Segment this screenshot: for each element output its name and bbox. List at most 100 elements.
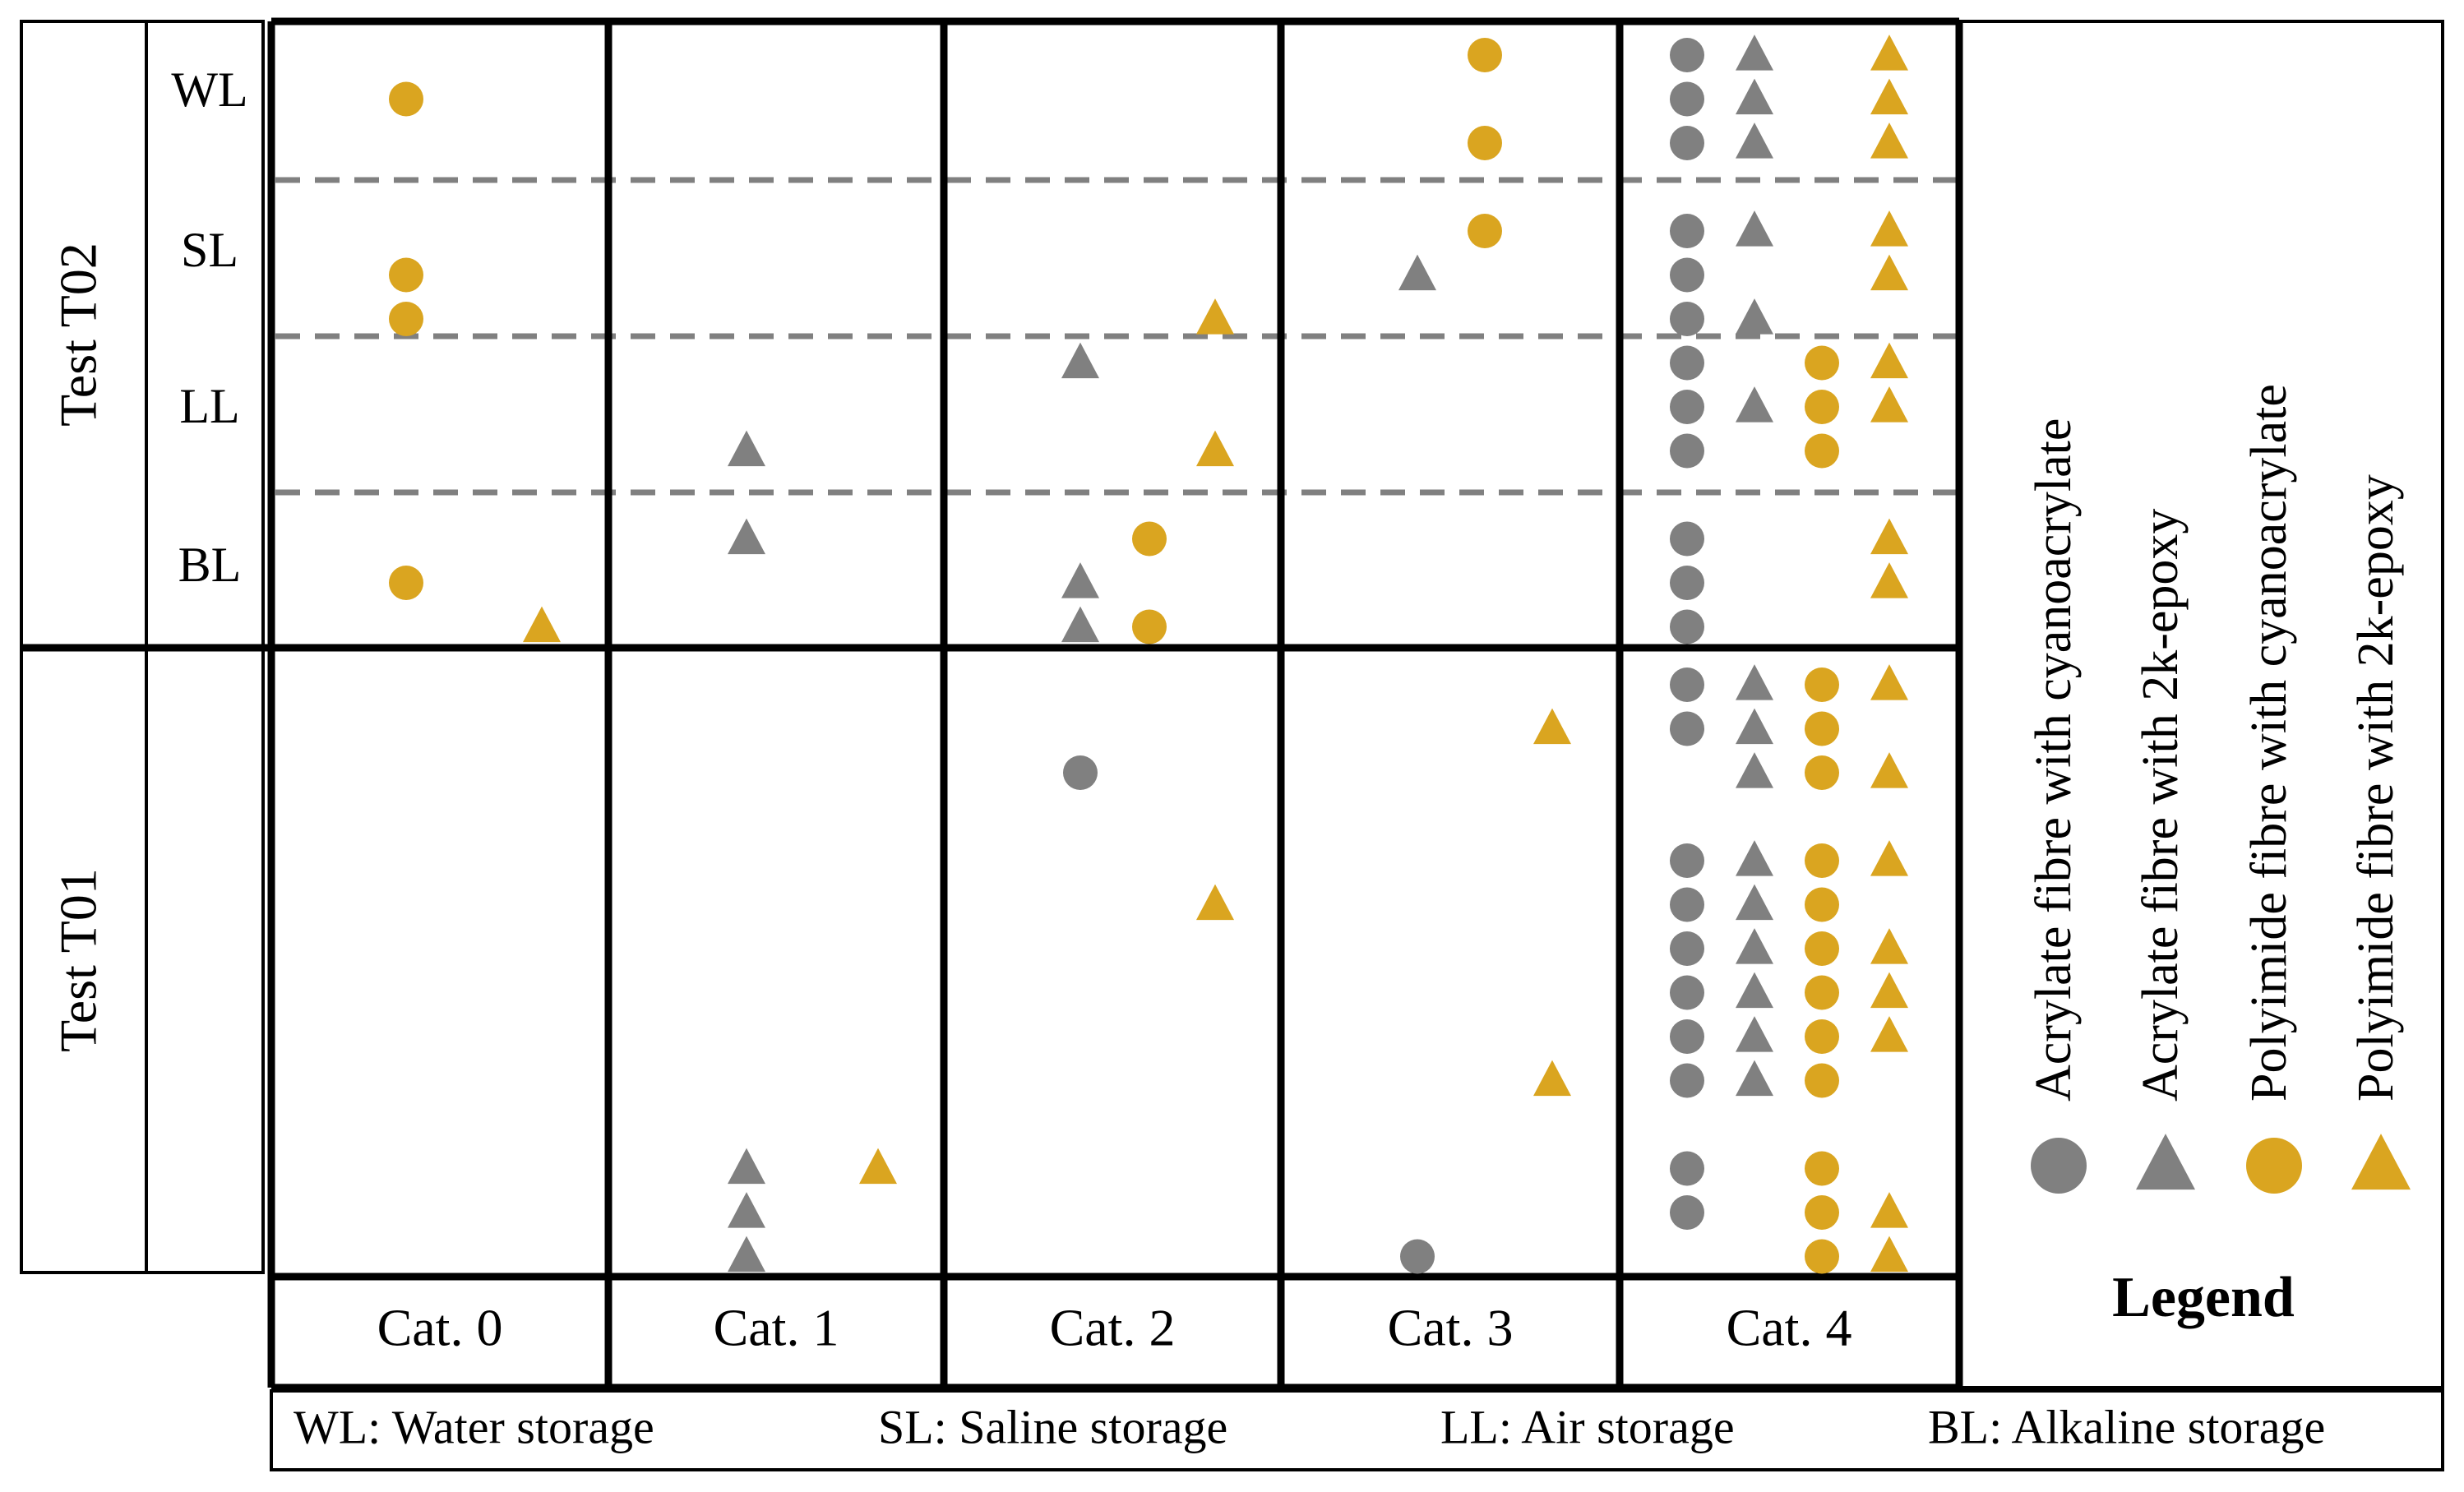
- marker-t02-cat3-acr_ep-17: [1398, 254, 1436, 291]
- marker-t01-cat4-acr_cy-57: [1670, 667, 1704, 702]
- marker-t02-cat4-poly_ep-43: [1870, 254, 1908, 291]
- marker-t01-cat4-poly_ep-89: [1870, 752, 1908, 788]
- footnote-wl: WL: Water storage: [294, 1400, 654, 1453]
- marker-t01-cat4-acr_ep-71: [1736, 884, 1773, 921]
- marker-t01-cat3-acr_cy-56: [1400, 1239, 1435, 1274]
- marker-t01-cat4-poly_ep-88: [1870, 664, 1908, 700]
- marker-t01-cat4-poly_cy-77: [1805, 711, 1839, 746]
- marker-t01-cat1-acr_ep-50: [728, 1236, 765, 1273]
- marker-t01-cat4-acr_ep-74: [1736, 1016, 1773, 1052]
- legend-label-poly_cy: Polyimide fibre with cyanoacrylate: [2241, 384, 2297, 1102]
- marker-t01-cat4-poly_cy-76: [1805, 667, 1839, 702]
- marker-t02-cat4-acr_ep-33: [1736, 210, 1773, 247]
- category-label-0: Cat. 0: [377, 1299, 503, 1357]
- legend-label-poly_ep: Polyimide fibre with 2k-epoxy: [2348, 474, 2404, 1102]
- marker-t01-cat4-poly_cy-81: [1805, 931, 1839, 966]
- marker-t01-cat4-poly_ep-90: [1870, 840, 1908, 876]
- marker-t01-cat1-acr_ep-49: [728, 1192, 765, 1228]
- marker-t02-cat0-poly_cy-1: [389, 257, 423, 293]
- marker-t02-cat4-acr_cy-18: [1670, 38, 1704, 72]
- legend-symbol-poly_cy: [2246, 1138, 2302, 1194]
- marker-t02-cat4-poly_ep-46: [1870, 518, 1908, 555]
- marker-t02-cat4-acr_cy-22: [1670, 257, 1704, 293]
- marker-t02-cat3-poly_cy-14: [1468, 38, 1502, 72]
- marker-t02-cat4-acr_cy-23: [1670, 302, 1704, 336]
- marker-t01-cat3-poly_ep-55: [1533, 1060, 1571, 1097]
- marker-t01-cat4-poly_ep-92: [1870, 972, 1908, 1009]
- marker-t02-cat4-poly_ep-40: [1870, 78, 1908, 115]
- marker-t02-cat0-poly_cy-2: [389, 302, 423, 336]
- footnote-ll: LL: Air storage: [1440, 1400, 1735, 1453]
- storage-label-wl: WL: [171, 62, 247, 117]
- storage-label-column-t01: [145, 646, 265, 1274]
- marker-t01-cat4-acr_cy-61: [1670, 931, 1704, 966]
- marker-t02-cat4-acr_ep-32: [1736, 122, 1773, 159]
- marker-t01-cat4-poly_ep-94: [1870, 1192, 1908, 1228]
- marker-t02-cat4-poly_ep-39: [1870, 35, 1908, 71]
- marker-t01-cat4-acr_cy-59: [1670, 843, 1704, 878]
- marker-t01-cat4-acr_cy-58: [1670, 711, 1704, 746]
- marker-t01-cat4-poly_ep-91: [1870, 928, 1908, 964]
- marker-t02-cat4-acr_cy-21: [1670, 214, 1704, 248]
- marker-t01-cat4-acr_ep-70: [1736, 840, 1773, 876]
- marker-t02-cat4-acr_ep-30: [1736, 35, 1773, 71]
- marker-t01-cat1-acr_ep-48: [728, 1148, 765, 1185]
- legend-label-acr_cy: Acrylate fibre with cyanoacrylate: [2026, 418, 2082, 1102]
- marker-t02-cat4-acr_cy-20: [1670, 126, 1704, 160]
- marker-t02-cat2-acr_ep-12: [1061, 606, 1099, 643]
- marker-t01-cat4-acr_ep-68: [1736, 708, 1773, 745]
- marker-t02-cat4-acr_cy-29: [1670, 609, 1704, 644]
- marker-t01-cat4-acr_cy-65: [1670, 1151, 1704, 1186]
- marker-t01-cat4-poly_cy-78: [1805, 755, 1839, 790]
- category-label-3: Cat. 3: [1388, 1299, 1514, 1357]
- marker-t02-cat4-acr_ep-34: [1736, 298, 1773, 335]
- legend-label-acr_ep: Acrylate fibre with 2k-epoxy: [2133, 509, 2189, 1102]
- marker-t01-cat4-poly_ep-93: [1870, 1016, 1908, 1052]
- marker-t01-cat4-poly_cy-80: [1805, 887, 1839, 922]
- footnote-box: [270, 1389, 2444, 1471]
- marker-t01-cat2-acr_cy-52: [1063, 755, 1098, 790]
- footnote-sl: SL: Saline storage: [878, 1400, 1227, 1453]
- marker-t01-cat4-acr_cy-60: [1670, 887, 1704, 922]
- marker-t01-cat4-poly_cy-85: [1805, 1151, 1839, 1186]
- marker-t01-cat4-acr_cy-62: [1670, 975, 1704, 1010]
- marker-t02-cat4-poly_ep-47: [1870, 562, 1908, 598]
- marker-t01-cat4-acr_cy-66: [1670, 1195, 1704, 1230]
- marker-t02-cat2-poly_ep-9: [1196, 430, 1234, 467]
- marker-t02-cat1-acr_ep-5: [728, 430, 765, 467]
- marker-t01-cat4-acr_ep-67: [1736, 664, 1773, 700]
- storage-label-sl: SL: [181, 223, 238, 277]
- marker-t02-cat4-acr_cy-25: [1670, 390, 1704, 424]
- marker-t02-cat2-acr_ep-8: [1061, 342, 1099, 379]
- marker-t01-cat3-poly_ep-54: [1533, 708, 1571, 745]
- marker-t01-cat4-acr_ep-75: [1736, 1060, 1773, 1097]
- marker-t02-cat4-poly_ep-44: [1870, 342, 1908, 379]
- footnote-bl: BL: Alkaline storage: [1928, 1400, 2325, 1453]
- marker-t02-cat3-poly_cy-16: [1468, 214, 1502, 248]
- marker-t01-cat4-poly_cy-82: [1805, 975, 1839, 1010]
- marker-t02-cat4-acr_cy-26: [1670, 433, 1704, 469]
- marker-t02-cat4-poly_cy-36: [1805, 345, 1839, 381]
- marker-t02-cat0-poly_ep-4: [523, 606, 561, 643]
- test-label-t01: Test T01: [49, 868, 108, 1052]
- data-markers: [389, 35, 1908, 1274]
- marker-t01-cat4-poly_cy-86: [1805, 1195, 1839, 1230]
- marker-t02-cat1-acr_ep-6: [728, 518, 765, 555]
- marker-t02-cat4-poly_ep-45: [1870, 386, 1908, 423]
- marker-t01-cat4-acr_cy-63: [1670, 1019, 1704, 1054]
- marker-t01-cat4-poly_cy-83: [1805, 1019, 1839, 1054]
- marker-t02-cat2-poly_cy-13: [1132, 609, 1167, 644]
- marker-t02-cat4-acr_ep-31: [1736, 78, 1773, 115]
- marker-t01-cat1-poly_ep-51: [859, 1148, 897, 1185]
- marker-t02-cat0-poly_cy-0: [389, 81, 423, 117]
- marker-t02-cat2-poly_cy-10: [1132, 521, 1167, 557]
- marker-t02-cat4-poly_cy-37: [1805, 390, 1839, 424]
- marker-t01-cat4-acr_ep-73: [1736, 972, 1773, 1009]
- marker-t02-cat4-poly_cy-38: [1805, 433, 1839, 469]
- category-label-4: Cat. 4: [1727, 1299, 1852, 1357]
- marker-t02-cat4-poly_ep-42: [1870, 210, 1908, 247]
- marker-t02-cat3-poly_cy-15: [1468, 126, 1502, 160]
- marker-t02-cat2-acr_ep-11: [1061, 562, 1099, 598]
- marker-t02-cat4-acr_ep-35: [1736, 386, 1773, 423]
